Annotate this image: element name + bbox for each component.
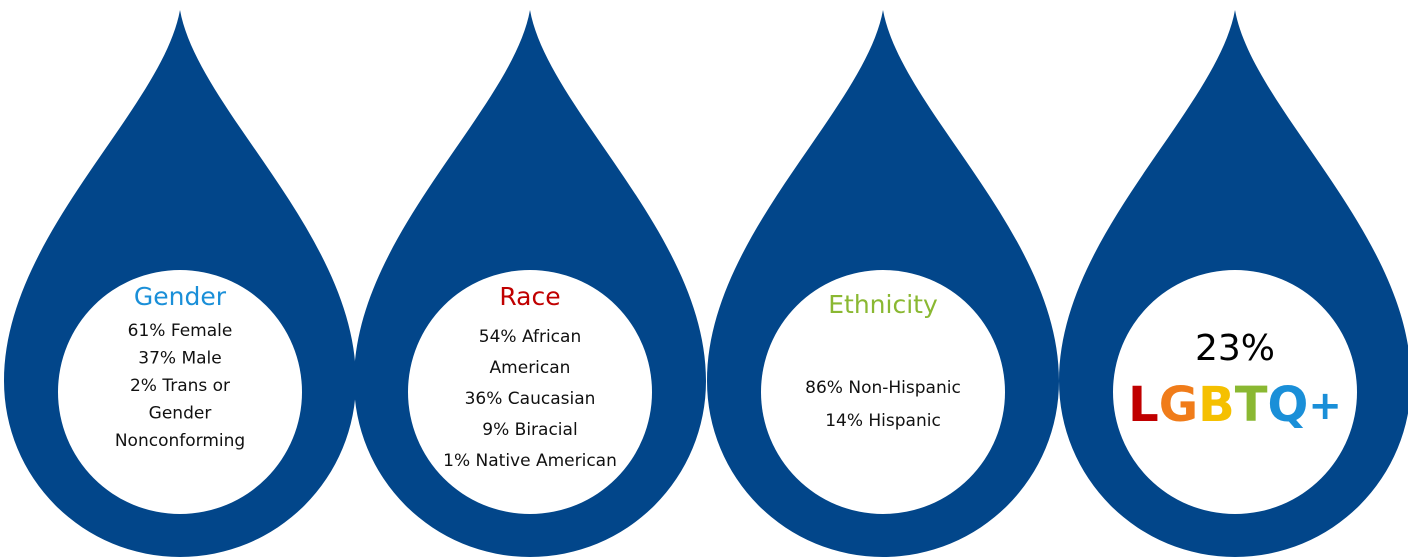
lgbtq-letter: L: [1128, 377, 1159, 433]
drop-title: Gender: [134, 282, 227, 311]
drop-line: 1% Native American: [443, 451, 617, 471]
drop-title: Race: [499, 282, 560, 311]
drop-title: Ethnicity: [828, 290, 938, 319]
drop-line: Nonconforming: [115, 431, 245, 451]
inner-circle: [58, 270, 302, 514]
drop-line: 2% Trans or: [130, 376, 230, 396]
drop-line: American: [490, 358, 571, 378]
lgbtq-letter: Q: [1268, 377, 1309, 433]
drop-line: 61% Female: [128, 321, 233, 341]
drop-line: 86% Non-Hispanic: [805, 378, 961, 398]
drop: Ethnicity 86% Non-Hispanic 14% Hispanic: [707, 10, 1059, 557]
drop-line: 14% Hispanic: [825, 411, 941, 431]
drop-line: 36% Caucasian: [465, 389, 596, 409]
lgbtq-letter: T: [1235, 377, 1268, 433]
drop: Race 54% African American 36% Caucasian 9% B…: [354, 10, 706, 557]
drop-line: Gender: [149, 404, 212, 424]
drop-line: 37% Male: [138, 349, 221, 369]
inner-circle: [761, 270, 1005, 514]
inner-circle: [408, 270, 652, 514]
lgbtq-letter: +: [1308, 383, 1342, 429]
lgbtq-label: LGBTQ+: [1128, 377, 1342, 433]
drop: 23% LGBTQ+: [1059, 10, 1408, 557]
lgbtq-letter: G: [1159, 377, 1198, 433]
lgbtq-letter: B: [1198, 377, 1235, 433]
drop-line: 9% Biracial: [482, 420, 577, 440]
drop-line: 54% African: [479, 327, 581, 347]
drop: Gender 61% Female 37% Male 2% Trans or Gende…: [4, 10, 356, 557]
inner-circle: [1113, 270, 1357, 514]
drop-title: 23%: [1195, 328, 1275, 369]
